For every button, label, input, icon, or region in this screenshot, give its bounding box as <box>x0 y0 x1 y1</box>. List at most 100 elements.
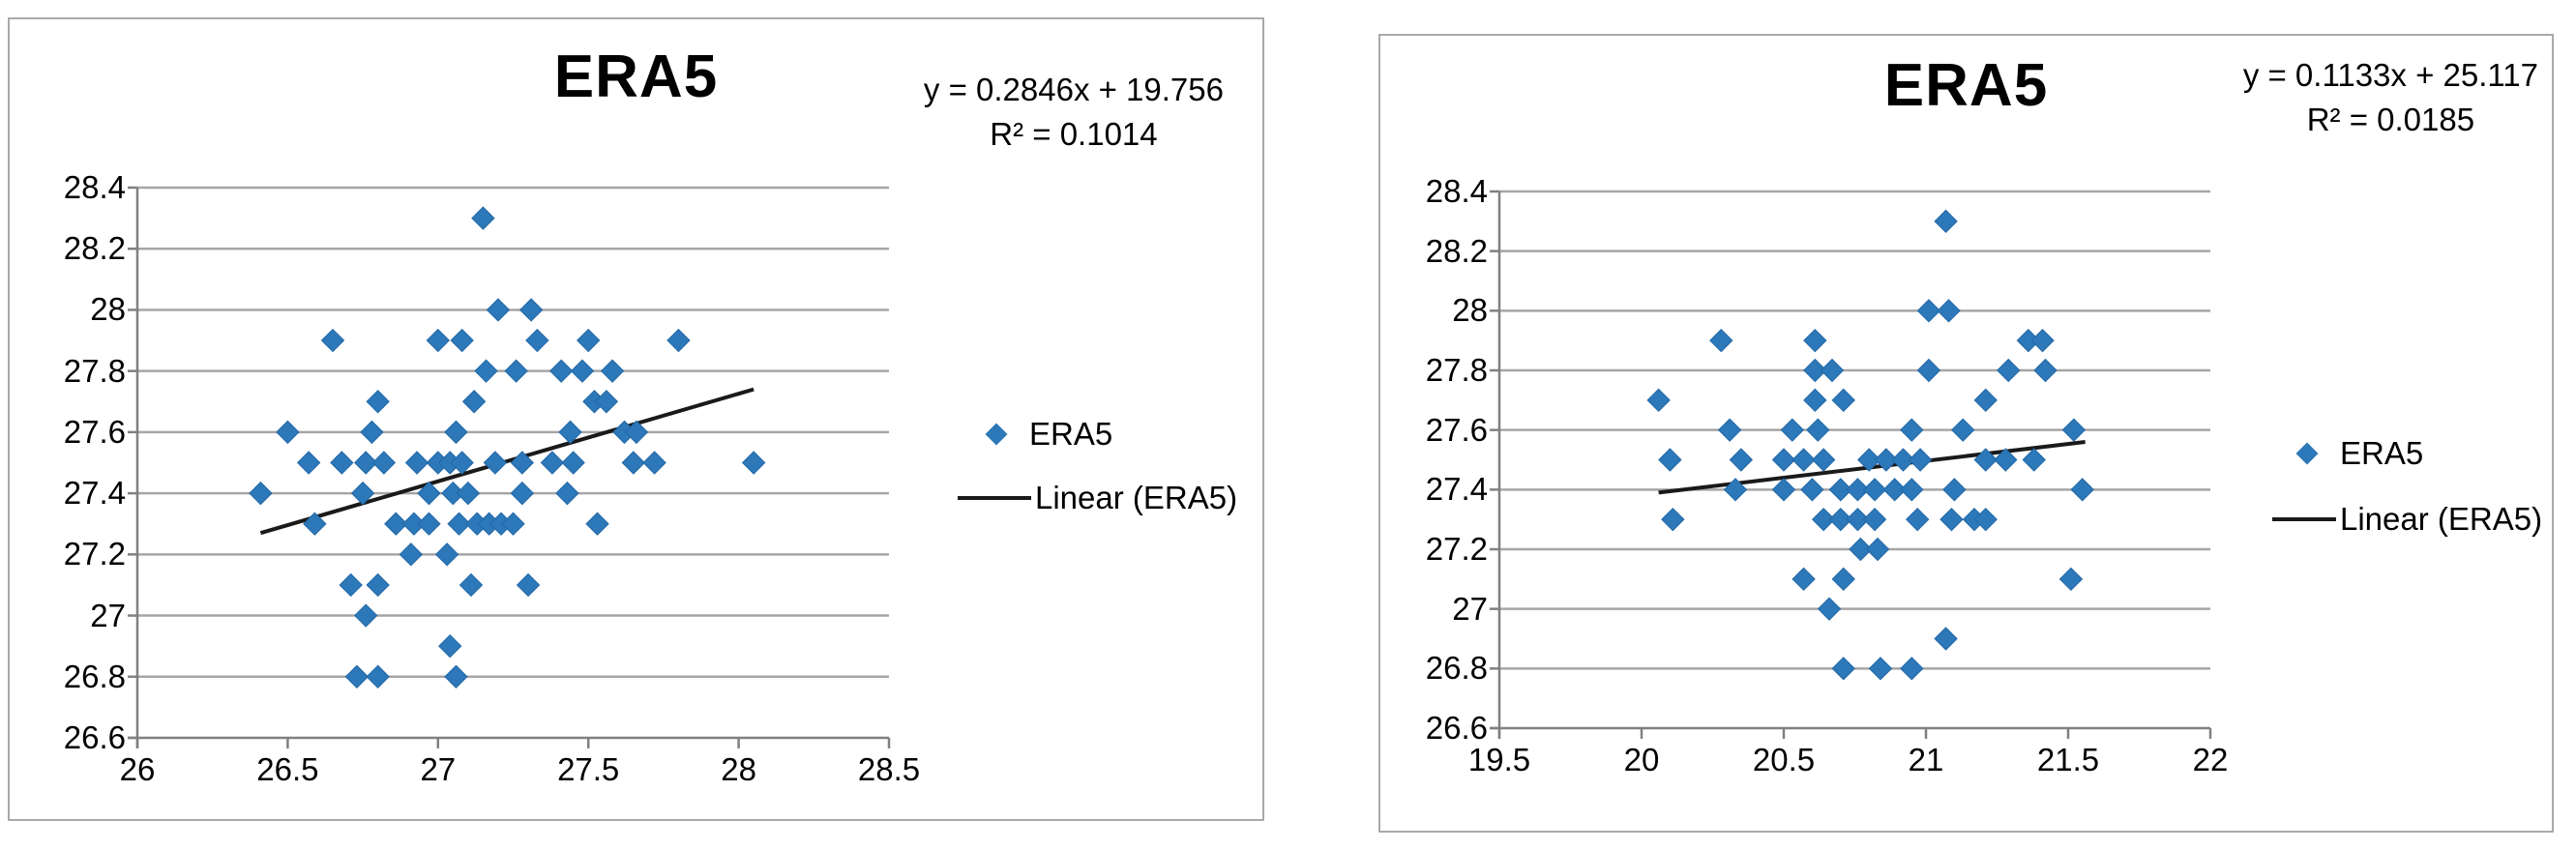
data-point <box>1817 597 1842 621</box>
data-point <box>483 451 508 475</box>
plot-area <box>1490 190 2212 739</box>
data-point <box>2030 328 2055 353</box>
plot-area <box>128 186 891 748</box>
data-point <box>525 328 549 353</box>
data-point <box>1723 478 1748 502</box>
chart-title: ERA5 <box>1883 52 2049 119</box>
data-point <box>621 451 646 475</box>
data-point <box>1997 358 2021 383</box>
data-point <box>330 451 354 475</box>
y-tick-label: 28.2 <box>63 230 126 267</box>
y-tick-label: 27.2 <box>1425 531 1488 567</box>
data-point <box>1934 627 1958 651</box>
data-point <box>1900 478 1924 502</box>
data-point <box>504 359 528 383</box>
diamond-icon <box>2295 442 2319 465</box>
data-point <box>1939 507 1964 532</box>
data-point <box>1900 418 1924 442</box>
data-point <box>1908 448 1933 472</box>
data-point <box>516 572 541 598</box>
data-point <box>1661 507 1685 532</box>
data-point <box>1846 507 1870 532</box>
trendline-icon <box>958 496 1031 500</box>
data-point <box>350 481 375 506</box>
equation-line: y = 0.1133x + 25.117 <box>2242 57 2538 93</box>
data-point <box>456 481 481 506</box>
data-point <box>1780 418 1805 442</box>
data-point <box>1994 448 2018 472</box>
data-point <box>1811 507 1836 532</box>
diamond-icon <box>985 423 1008 446</box>
data-point <box>438 633 462 659</box>
data-point <box>1973 448 1998 472</box>
data-point <box>1831 388 1855 413</box>
data-point <box>471 206 495 230</box>
data-point <box>1951 418 1975 442</box>
y-tick-label: 28.2 <box>1425 232 1488 269</box>
x-tick-label: 28 <box>721 751 756 787</box>
legend-series-label: ERA5 <box>2340 435 2424 471</box>
data-point <box>1900 657 1924 681</box>
right-chart-panel: ERA5 y = 0.1133x + 25.117 R² = 0.0185 ER… <box>1378 34 2554 833</box>
data-point <box>1771 448 1796 472</box>
data-point <box>1791 567 1816 592</box>
trend-line <box>259 387 755 536</box>
data-point <box>576 328 601 353</box>
data-point <box>474 359 498 383</box>
y-tick-label: 27 <box>1452 590 1488 627</box>
data-point <box>371 451 397 475</box>
data-point <box>1717 418 1742 442</box>
data-point <box>1942 478 1967 502</box>
data-point <box>426 328 451 353</box>
legend-trend-label: Linear (ERA5) <box>2340 501 2543 537</box>
data-point <box>1771 478 1796 502</box>
y-tick-label: 27.8 <box>63 352 126 389</box>
data-point <box>555 481 579 506</box>
data-point <box>1882 478 1907 502</box>
x-tick-label: 27 <box>420 751 457 787</box>
data-point <box>1803 328 1827 353</box>
data-point <box>459 572 484 598</box>
y-tick-label: 28 <box>90 291 126 328</box>
y-tick-label: 28.4 <box>63 169 126 205</box>
data-point <box>1658 448 1682 472</box>
data-point <box>366 664 390 689</box>
data-point <box>1806 418 1830 442</box>
data-point <box>1820 358 1845 383</box>
y-tick-label: 27 <box>90 597 126 633</box>
data-point <box>518 298 544 322</box>
chart-title: ERA5 <box>553 44 719 110</box>
data-point <box>1828 478 1853 502</box>
data-point <box>1849 537 1873 562</box>
data-point <box>366 390 390 414</box>
data-point <box>741 451 766 475</box>
x-tick-label: 20 <box>1623 742 1660 777</box>
data-point <box>354 451 378 475</box>
data-point <box>2070 478 2094 502</box>
data-point <box>444 664 468 689</box>
data-point <box>1856 448 1881 472</box>
data-point <box>1934 209 1958 234</box>
trendline-equation: y = 0.2846x + 19.756 R² = 0.1014 <box>924 68 1224 157</box>
data-point <box>354 603 378 628</box>
x-tick-label: 28.5 <box>857 751 921 787</box>
data-point <box>276 420 300 445</box>
x-tick-label: 20.5 <box>1752 742 1816 777</box>
y-tick-label: 28 <box>1452 292 1488 329</box>
data-point <box>1831 567 1855 592</box>
data-point <box>1846 478 1870 502</box>
data-point <box>1811 448 1836 472</box>
data-point <box>1862 507 1887 532</box>
data-point <box>404 451 429 475</box>
y-tick-label: 27.8 <box>1425 352 1488 388</box>
data-point <box>594 390 619 414</box>
trendline-icon <box>2272 517 2336 521</box>
data-point <box>1803 388 1827 413</box>
r-squared-line: R² = 0.1014 <box>990 116 1158 152</box>
data-point <box>1973 507 1998 532</box>
y-tick-label: 26.8 <box>63 658 126 694</box>
y-tick-label: 26.6 <box>63 719 126 755</box>
data-point <box>486 298 511 322</box>
data-point <box>444 420 468 445</box>
